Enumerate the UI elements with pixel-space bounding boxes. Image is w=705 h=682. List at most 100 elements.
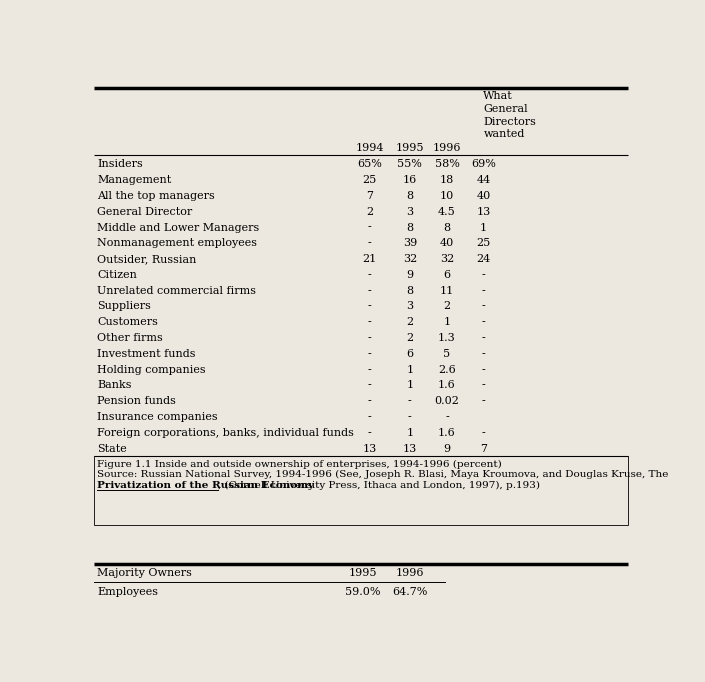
Text: -: - (367, 301, 372, 312)
Text: 69%: 69% (471, 160, 496, 169)
Text: Banks: Banks (97, 381, 132, 390)
Text: 13: 13 (362, 443, 376, 454)
Text: Employees: Employees (97, 587, 159, 597)
Text: Privatization of the Russian Economy: Privatization of the Russian Economy (97, 481, 314, 490)
Text: 21: 21 (362, 254, 376, 264)
Text: Other firms: Other firms (97, 333, 163, 343)
Text: 11: 11 (440, 286, 454, 296)
Bar (94, 456, 628, 524)
Text: -: - (408, 412, 412, 422)
Text: -: - (482, 349, 485, 359)
Text: 2: 2 (406, 317, 413, 327)
Text: -: - (482, 333, 485, 343)
Text: 5: 5 (443, 349, 450, 359)
Text: -: - (482, 286, 485, 296)
Text: 0.02: 0.02 (434, 396, 460, 406)
Text: 55%: 55% (398, 160, 422, 169)
Text: 18: 18 (440, 175, 454, 186)
Text: -: - (482, 428, 485, 438)
Text: What
General
Directors
wanted: What General Directors wanted (484, 91, 537, 140)
Text: 10: 10 (440, 191, 454, 201)
Text: 25: 25 (362, 175, 376, 186)
Text: -: - (482, 381, 485, 390)
Text: -: - (482, 396, 485, 406)
Text: 6: 6 (406, 349, 413, 359)
Text: -: - (482, 301, 485, 312)
Text: 40: 40 (440, 238, 454, 248)
Text: 9: 9 (443, 443, 450, 454)
Text: 1: 1 (406, 428, 413, 438)
Text: 8: 8 (443, 222, 450, 233)
Text: -: - (367, 317, 372, 327)
Text: Majority Owners: Majority Owners (97, 568, 192, 578)
Text: -: - (367, 238, 372, 248)
Text: General Director: General Director (97, 207, 192, 217)
Text: 1.3: 1.3 (438, 333, 456, 343)
Text: Pension funds: Pension funds (97, 396, 176, 406)
Text: 13: 13 (477, 207, 491, 217)
Text: , (Cornell University Press, Ithaca and London, 1997), p.193): , (Cornell University Press, Ithaca and … (218, 481, 540, 490)
Text: Foreign corporations, banks, individual funds: Foreign corporations, banks, individual … (97, 428, 355, 438)
Text: -: - (367, 412, 372, 422)
Text: 39: 39 (403, 238, 417, 248)
Text: 40: 40 (477, 191, 491, 201)
Text: 7: 7 (366, 191, 373, 201)
Text: Outsider, Russian: Outsider, Russian (97, 254, 197, 264)
Text: 3: 3 (406, 207, 413, 217)
Text: 1995: 1995 (396, 143, 424, 153)
Text: 4.5: 4.5 (438, 207, 456, 217)
Text: -: - (367, 428, 372, 438)
Text: Insurance companies: Insurance companies (97, 412, 218, 422)
Text: 58%: 58% (434, 160, 460, 169)
Text: 2.6: 2.6 (438, 365, 456, 374)
Text: 59.0%: 59.0% (345, 587, 381, 597)
Text: 1994: 1994 (355, 143, 384, 153)
Text: 32: 32 (403, 254, 417, 264)
Text: 1996: 1996 (433, 143, 461, 153)
Text: 24: 24 (477, 254, 491, 264)
Text: -: - (367, 286, 372, 296)
Text: 32: 32 (440, 254, 454, 264)
Text: -: - (367, 365, 372, 374)
Text: Holding companies: Holding companies (97, 365, 206, 374)
Text: 1.6: 1.6 (438, 381, 456, 390)
Text: Customers: Customers (97, 317, 159, 327)
Text: -: - (367, 396, 372, 406)
Text: Nonmanagement employees: Nonmanagement employees (97, 238, 257, 248)
Text: 1.6: 1.6 (438, 428, 456, 438)
Text: 2: 2 (443, 301, 450, 312)
Text: 13: 13 (403, 443, 417, 454)
Text: Management: Management (97, 175, 172, 186)
Text: Citizen: Citizen (97, 270, 137, 280)
Text: 1: 1 (480, 222, 487, 233)
Text: 64.7%: 64.7% (392, 587, 427, 597)
Text: -: - (482, 317, 485, 327)
Text: Unrelated commercial firms: Unrelated commercial firms (97, 286, 257, 296)
Text: 8: 8 (406, 191, 413, 201)
Text: -: - (367, 333, 372, 343)
Text: 65%: 65% (357, 160, 382, 169)
Text: 9: 9 (406, 270, 413, 280)
Text: -: - (367, 222, 372, 233)
Text: Investment funds: Investment funds (97, 349, 196, 359)
Text: Figure 1.1 Inside and outside ownership of enterprises, 1994-1996 (percent): Figure 1.1 Inside and outside ownership … (97, 460, 501, 469)
Text: 44: 44 (477, 175, 491, 186)
Text: Suppliers: Suppliers (97, 301, 152, 312)
Text: 1: 1 (406, 365, 413, 374)
Text: 1996: 1996 (396, 568, 424, 578)
Text: -: - (408, 396, 412, 406)
Text: 1995: 1995 (349, 568, 377, 578)
Text: 2: 2 (406, 333, 413, 343)
Text: 8: 8 (406, 286, 413, 296)
Text: 8: 8 (406, 222, 413, 233)
Text: State: State (97, 443, 127, 454)
Text: 1: 1 (443, 317, 450, 327)
Text: 1: 1 (406, 381, 413, 390)
Text: 25: 25 (477, 238, 491, 248)
Text: -: - (445, 412, 449, 422)
Text: 7: 7 (480, 443, 487, 454)
Text: 16: 16 (403, 175, 417, 186)
Text: -: - (367, 381, 372, 390)
Text: 6: 6 (443, 270, 450, 280)
Text: 3: 3 (406, 301, 413, 312)
